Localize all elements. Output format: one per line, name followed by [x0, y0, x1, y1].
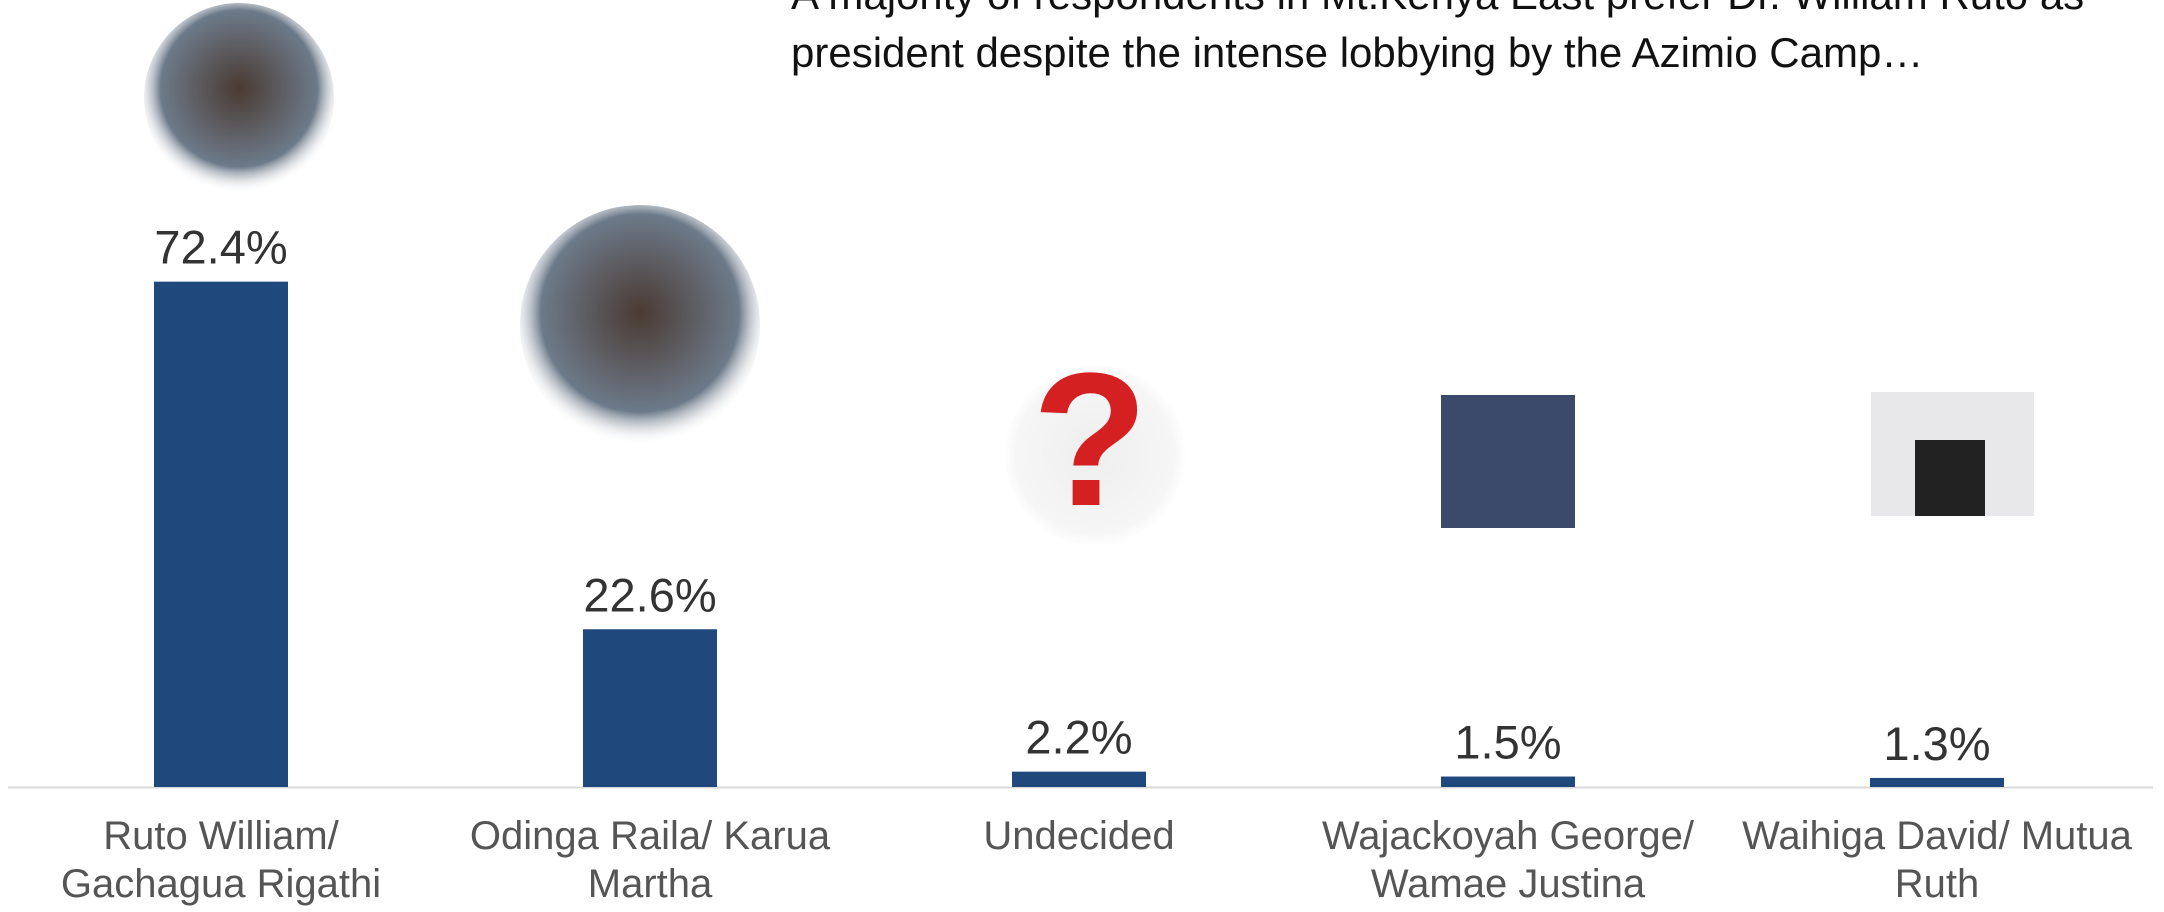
- icon: [1005, 365, 1185, 545]
- data-label: 72.4%: [154, 221, 287, 274]
- photo: [144, 3, 334, 193]
- bar: [583, 629, 717, 787]
- bar: [1012, 771, 1146, 787]
- category-label: Ruto William/ Gachagua Rigathi: [60, 814, 382, 906]
- data-label: 1.3%: [1883, 717, 1990, 770]
- bar: [1441, 776, 1575, 787]
- photo: [520, 205, 760, 445]
- category-label: Wajackoyah George/ Wamae Justina: [1321, 814, 1695, 906]
- bar: [154, 281, 288, 787]
- icon: ?: [1032, 334, 1148, 546]
- photo: [1915, 440, 1985, 516]
- category-label: Odinga Raila/ Karua Martha: [469, 814, 831, 906]
- category-label: Undecided: [983, 814, 1175, 858]
- chart-title: A majority of respondents in Mt.Kenya Ea…: [791, 0, 2084, 76]
- data-label: 22.6%: [583, 568, 716, 621]
- bar: [1870, 777, 2004, 787]
- category-label: Waihiga David/ Mutua Ruth: [1742, 814, 2132, 906]
- data-label: 1.5%: [1454, 716, 1561, 769]
- photo: [1441, 395, 1575, 528]
- data-label: 2.2%: [1025, 711, 1132, 764]
